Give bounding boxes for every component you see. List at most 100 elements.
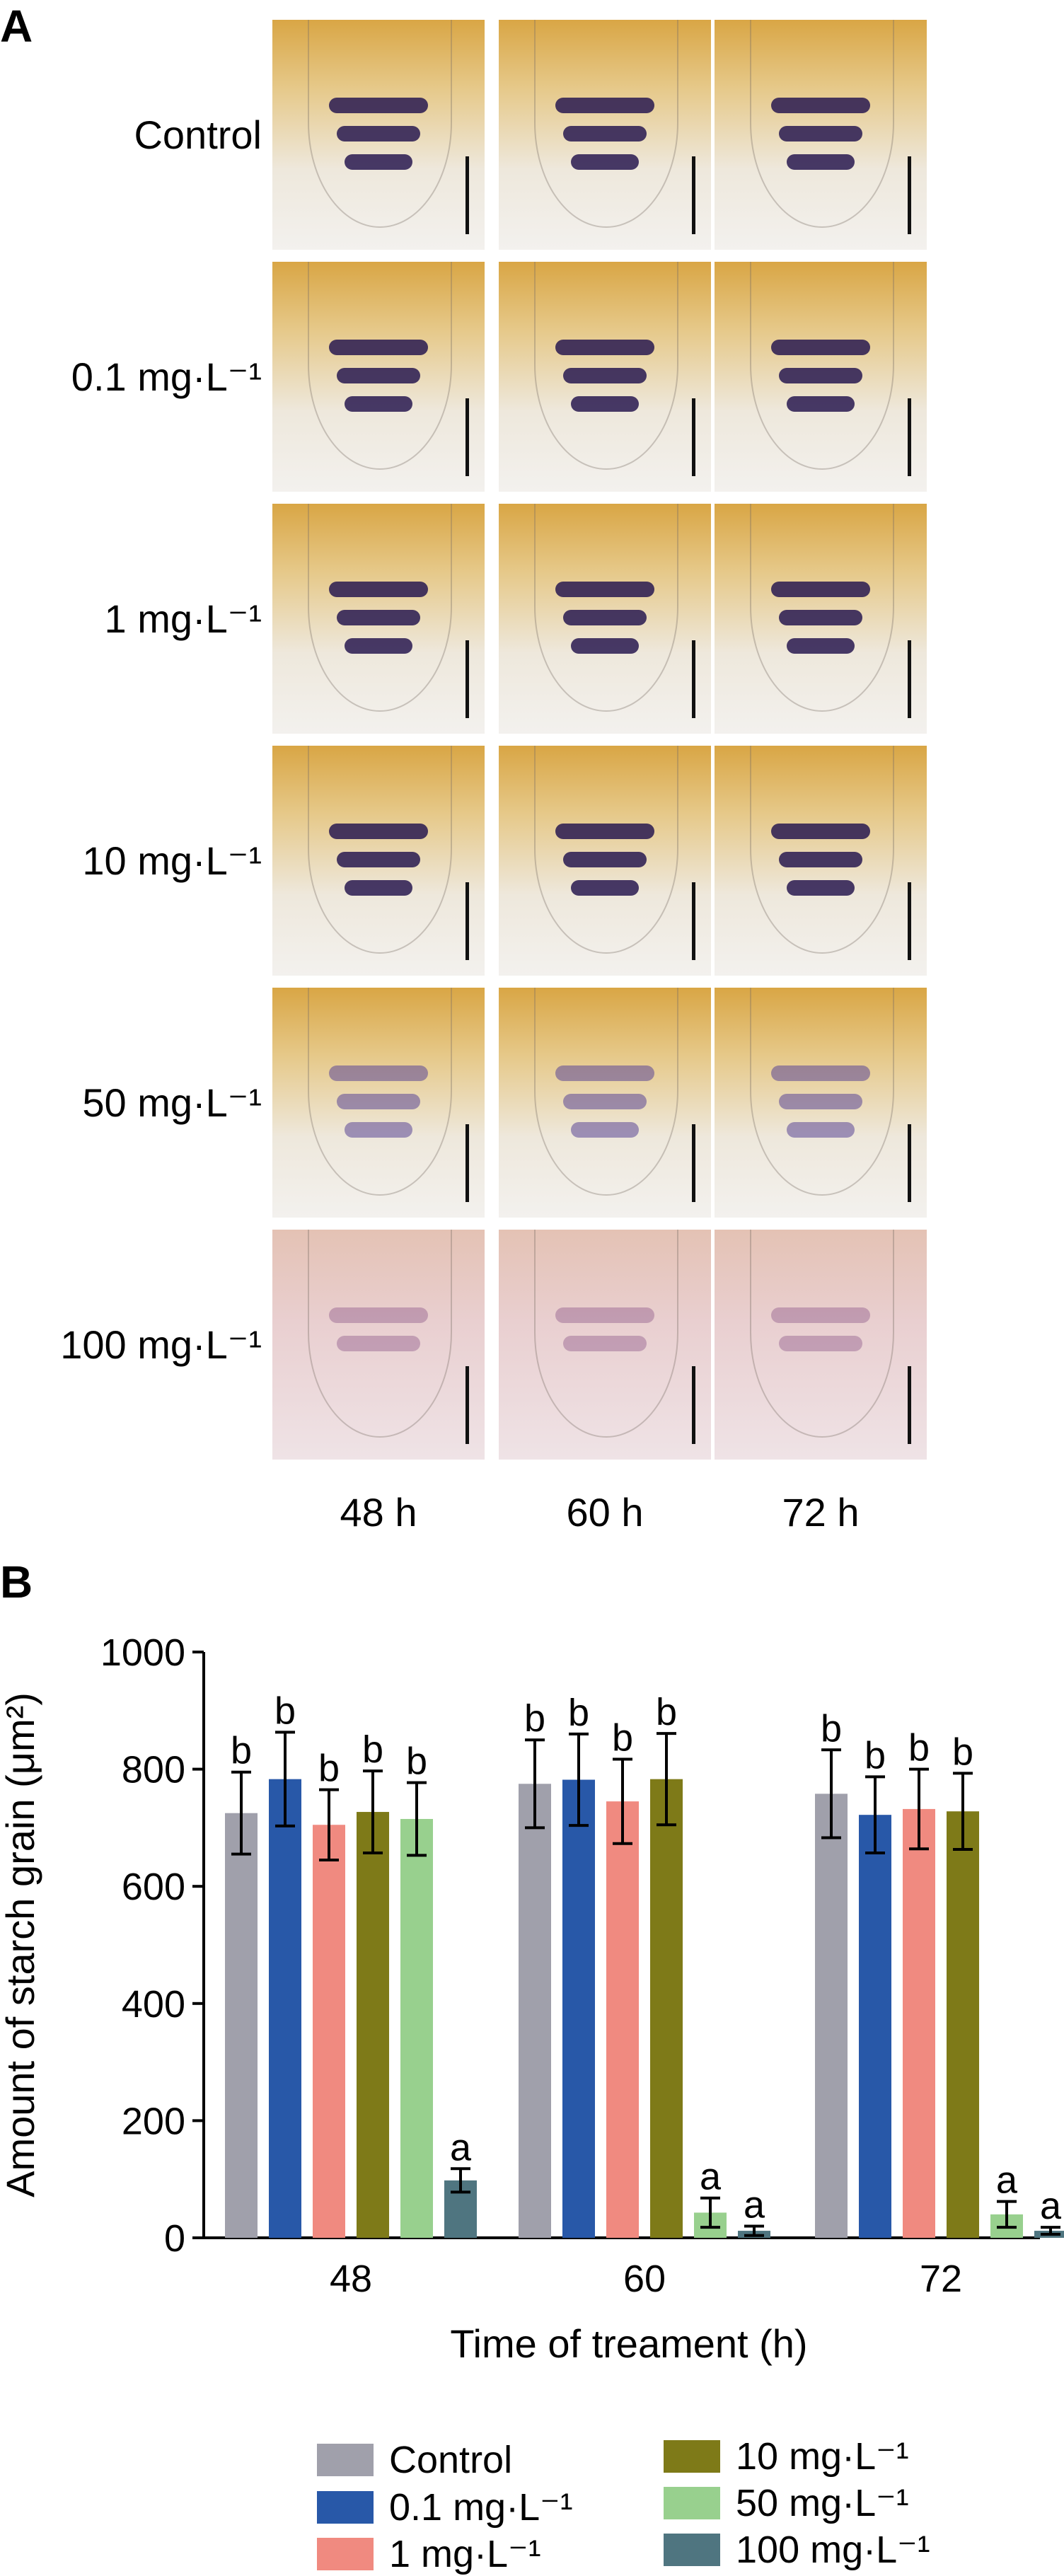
legend-label: 0.1 mg·L⁻¹ bbox=[389, 2486, 573, 2529]
significance-letter: a bbox=[450, 2126, 472, 2168]
starch-band bbox=[329, 1307, 428, 1323]
micrograph-image bbox=[272, 504, 485, 734]
starch-band bbox=[329, 582, 428, 597]
row-label: 10 mg·L⁻¹ bbox=[82, 838, 262, 883]
legend-label: 1 mg·L⁻¹ bbox=[389, 2533, 541, 2575]
y-tick-label: 400 bbox=[122, 1983, 185, 2026]
significance-letter: b bbox=[231, 1730, 252, 1772]
starch-band bbox=[337, 852, 420, 867]
micrograph-image bbox=[715, 988, 927, 1218]
y-tick-label: 800 bbox=[122, 1749, 185, 1791]
starch-band bbox=[571, 154, 639, 170]
bar bbox=[269, 1779, 301, 2238]
column-label: 48 h bbox=[340, 1490, 417, 1535]
bar-chart: B 0 200 400 600 800 1000 Amount of starch grain… bbox=[0, 1556, 1064, 2366]
scale-bar bbox=[692, 1124, 695, 1202]
starch-band bbox=[571, 1122, 639, 1138]
scale-bar bbox=[908, 640, 911, 718]
root-tip-outline bbox=[308, 504, 452, 712]
significance-letter: a bbox=[744, 2183, 765, 2226]
root-tip-outline bbox=[308, 746, 452, 954]
row-label: Control bbox=[134, 112, 262, 157]
significance-letter: a bbox=[1040, 2185, 1062, 2227]
scale-bar bbox=[908, 156, 911, 234]
significance-letter: b bbox=[821, 1707, 842, 1750]
scale-bar bbox=[908, 882, 911, 960]
significance-letter: a bbox=[996, 2159, 1018, 2202]
root-tip-outline bbox=[534, 504, 678, 712]
row-label: 50 mg·L⁻¹ bbox=[82, 1080, 262, 1125]
scale-bar bbox=[692, 640, 695, 718]
significance-letter: b bbox=[274, 1690, 296, 1732]
bar bbox=[400, 1818, 433, 2238]
bar bbox=[313, 1825, 345, 2238]
bar bbox=[225, 1813, 258, 2238]
starch-band bbox=[337, 126, 420, 141]
starch-band bbox=[329, 98, 428, 113]
starch-band bbox=[329, 1065, 428, 1081]
column-label: 60 h bbox=[566, 1490, 644, 1535]
root-tip-outline bbox=[750, 746, 894, 954]
x-tick-label: 48 bbox=[330, 2258, 372, 2300]
significance-letter: b bbox=[865, 1734, 886, 1777]
scale-bar bbox=[692, 1366, 695, 1444]
significance-letter: b bbox=[524, 1697, 545, 1740]
bar bbox=[859, 1815, 891, 2238]
legend-label: 10 mg·L⁻¹ bbox=[736, 2435, 909, 2478]
legend-label: 50 mg·L⁻¹ bbox=[736, 2482, 909, 2524]
y-tick-label: 200 bbox=[122, 2100, 185, 2142]
root-tip-outline bbox=[308, 20, 452, 228]
root-tip-outline bbox=[750, 262, 894, 470]
starch-band bbox=[555, 824, 654, 839]
root-tip-outline bbox=[750, 1230, 894, 1438]
scale-bar bbox=[466, 156, 469, 234]
starch-band bbox=[337, 368, 420, 383]
significance-letter: b bbox=[952, 1731, 973, 1773]
y-tick-label: 0 bbox=[164, 2217, 185, 2260]
micrograph-image bbox=[499, 1230, 711, 1460]
starch-band bbox=[563, 852, 647, 867]
root-tip-outline bbox=[308, 262, 452, 470]
legend-label: 100 mg·L⁻¹ bbox=[736, 2529, 930, 2571]
root-tip-outline bbox=[534, 746, 678, 954]
micrograph-image bbox=[499, 746, 711, 976]
legend-item: 50 mg·L⁻¹ bbox=[664, 2480, 909, 2525]
starch-band bbox=[779, 126, 862, 141]
y-tick-label: 1000 bbox=[100, 1631, 185, 1674]
starch-band bbox=[563, 1336, 647, 1351]
root-tip-outline bbox=[534, 988, 678, 1196]
significance-letter: b bbox=[362, 1728, 383, 1771]
micrograph-image bbox=[715, 20, 927, 250]
starch-band bbox=[337, 1094, 420, 1109]
significance-letter: b bbox=[406, 1740, 427, 1783]
starch-band bbox=[787, 154, 855, 170]
starch-band bbox=[345, 1122, 412, 1138]
bar bbox=[562, 1779, 595, 2238]
root-tip-outline bbox=[750, 20, 894, 228]
micrograph-image bbox=[499, 20, 711, 250]
scale-bar bbox=[466, 1124, 469, 1202]
micrograph-image bbox=[715, 1230, 927, 1460]
starch-band bbox=[555, 1065, 654, 1081]
starch-band bbox=[771, 340, 870, 355]
starch-band bbox=[337, 1336, 420, 1351]
starch-band bbox=[555, 1307, 654, 1323]
starch-band bbox=[771, 98, 870, 113]
significance-letter: b bbox=[656, 1691, 677, 1733]
significance-letter: b bbox=[568, 1692, 589, 1734]
starch-band bbox=[555, 340, 654, 355]
scale-bar bbox=[692, 882, 695, 960]
micrograph-image bbox=[715, 262, 927, 492]
legend-label: Control bbox=[389, 2439, 513, 2481]
legend-item: 0.1 mg·L⁻¹ bbox=[317, 2485, 573, 2529]
starch-band bbox=[563, 126, 647, 141]
scale-bar bbox=[692, 156, 695, 234]
root-tip-outline bbox=[750, 988, 894, 1196]
starch-band bbox=[787, 396, 855, 412]
significance-letter: a bbox=[700, 2156, 722, 2198]
significance-letter: b bbox=[318, 1748, 340, 1790]
micrograph-image bbox=[499, 504, 711, 734]
panel-b-letter: B bbox=[0, 1556, 33, 1607]
x-tick-label: 72 bbox=[920, 2258, 962, 2300]
legend-item: 10 mg·L⁻¹ bbox=[664, 2434, 909, 2478]
